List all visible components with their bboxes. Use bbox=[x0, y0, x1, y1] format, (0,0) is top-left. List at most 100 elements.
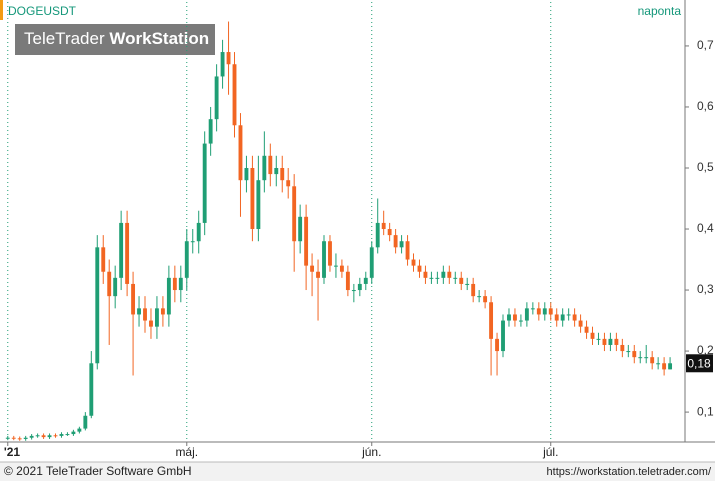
candle-body bbox=[339, 265, 344, 272]
candle-body bbox=[316, 271, 320, 278]
candle-body bbox=[626, 351, 631, 353]
candle-body bbox=[465, 283, 470, 285]
candle-body bbox=[566, 314, 571, 316]
candle-body bbox=[369, 247, 374, 278]
candle-body bbox=[572, 314, 577, 321]
candle-body bbox=[441, 271, 446, 278]
candle-body bbox=[310, 265, 315, 272]
logo-text: TeleTrader WorkStation bbox=[24, 29, 209, 48]
candle-body bbox=[178, 277, 183, 291]
candle-body bbox=[548, 308, 553, 315]
candle-body bbox=[608, 338, 613, 345]
candle-body bbox=[298, 216, 303, 242]
candle-body bbox=[304, 216, 309, 266]
candle-body bbox=[214, 76, 219, 120]
y-tick-label: 0,7 bbox=[697, 38, 714, 52]
logo-box bbox=[15, 24, 215, 55]
candle-body bbox=[483, 296, 488, 303]
plot: '21 máj. jún. júl. 0,1 0,2 0,3 0,4 0,5 0,6 0,7 0,18 bbox=[4, 2, 714, 459]
x-tick-label: '21 bbox=[4, 445, 21, 459]
candle-body bbox=[447, 271, 452, 278]
candle-body bbox=[614, 338, 619, 345]
x-tick-label: jún. bbox=[361, 445, 381, 459]
y-tick-label: 0,5 bbox=[697, 160, 714, 174]
candle-body bbox=[590, 332, 595, 339]
candle-body bbox=[363, 277, 368, 284]
candle-body bbox=[89, 363, 94, 416]
url: https://workstation.teletrader.com/ bbox=[547, 466, 712, 478]
candle-body bbox=[644, 357, 649, 359]
candle-body bbox=[17, 438, 22, 440]
candle-body bbox=[351, 290, 356, 292]
candle-body bbox=[172, 277, 177, 291]
candle-body bbox=[155, 308, 159, 327]
candle-body bbox=[184, 241, 189, 278]
candle-body bbox=[280, 167, 285, 181]
candle-body bbox=[501, 320, 505, 352]
candle-body bbox=[107, 271, 112, 297]
candle-body bbox=[596, 338, 601, 340]
candle-body bbox=[429, 277, 434, 279]
candle-body bbox=[119, 222, 124, 278]
candle-body bbox=[513, 314, 517, 321]
candle-body bbox=[489, 302, 494, 339]
candle-body bbox=[417, 265, 422, 272]
candle-body bbox=[530, 308, 535, 310]
candle-body bbox=[357, 283, 362, 291]
candle-body bbox=[542, 308, 547, 315]
candle-body bbox=[632, 351, 637, 358]
candle-body bbox=[518, 320, 523, 322]
candle-body bbox=[524, 308, 529, 321]
candle-body bbox=[345, 271, 350, 291]
candle-body bbox=[35, 435, 40, 437]
candle-body bbox=[507, 314, 511, 321]
candle-body bbox=[83, 415, 88, 429]
candle-body bbox=[208, 119, 213, 144]
candle-body bbox=[232, 64, 237, 126]
candle-body bbox=[11, 437, 16, 439]
candle-body bbox=[5, 437, 10, 439]
candle-body bbox=[375, 222, 380, 248]
candle-body bbox=[411, 259, 416, 266]
y-tick-label: 0,1 bbox=[697, 404, 714, 418]
y-tick-label: 0,4 bbox=[697, 221, 714, 235]
logo-part: TeleTrader bbox=[24, 29, 105, 48]
candle-body bbox=[435, 277, 440, 279]
candle-body bbox=[268, 155, 273, 175]
candle-body bbox=[322, 241, 326, 278]
candle-body bbox=[554, 314, 559, 321]
last-price-label: 0,18 bbox=[687, 356, 711, 370]
candle-body bbox=[328, 241, 332, 266]
candle-body bbox=[262, 155, 267, 181]
candle-body bbox=[387, 229, 392, 236]
candle-body bbox=[495, 338, 499, 352]
candle-body bbox=[477, 296, 482, 298]
candle-body bbox=[620, 344, 625, 352]
candle-body bbox=[399, 241, 404, 248]
y-tick-label: 0,6 bbox=[697, 99, 714, 113]
candle-body bbox=[196, 222, 201, 242]
candle-body bbox=[59, 434, 64, 436]
candle-body bbox=[220, 52, 225, 77]
candle-body bbox=[77, 428, 82, 432]
candle-body bbox=[405, 241, 410, 260]
candle-body bbox=[536, 308, 541, 315]
candle-body bbox=[381, 222, 386, 230]
candle-body bbox=[423, 271, 428, 278]
candle-body bbox=[95, 247, 100, 364]
candle-body bbox=[471, 283, 476, 297]
candle-body bbox=[238, 125, 243, 181]
candle-body bbox=[459, 277, 464, 284]
logo-part: WorkStation bbox=[109, 29, 209, 48]
candle-body bbox=[143, 308, 147, 321]
interval-label: naponta bbox=[638, 4, 682, 18]
candle-body bbox=[101, 247, 106, 272]
candle-body bbox=[650, 357, 655, 364]
candle-body bbox=[286, 180, 291, 187]
candle-body bbox=[41, 435, 46, 438]
candle-body bbox=[53, 435, 58, 437]
candle-body bbox=[334, 265, 338, 267]
candle-body bbox=[256, 180, 261, 230]
